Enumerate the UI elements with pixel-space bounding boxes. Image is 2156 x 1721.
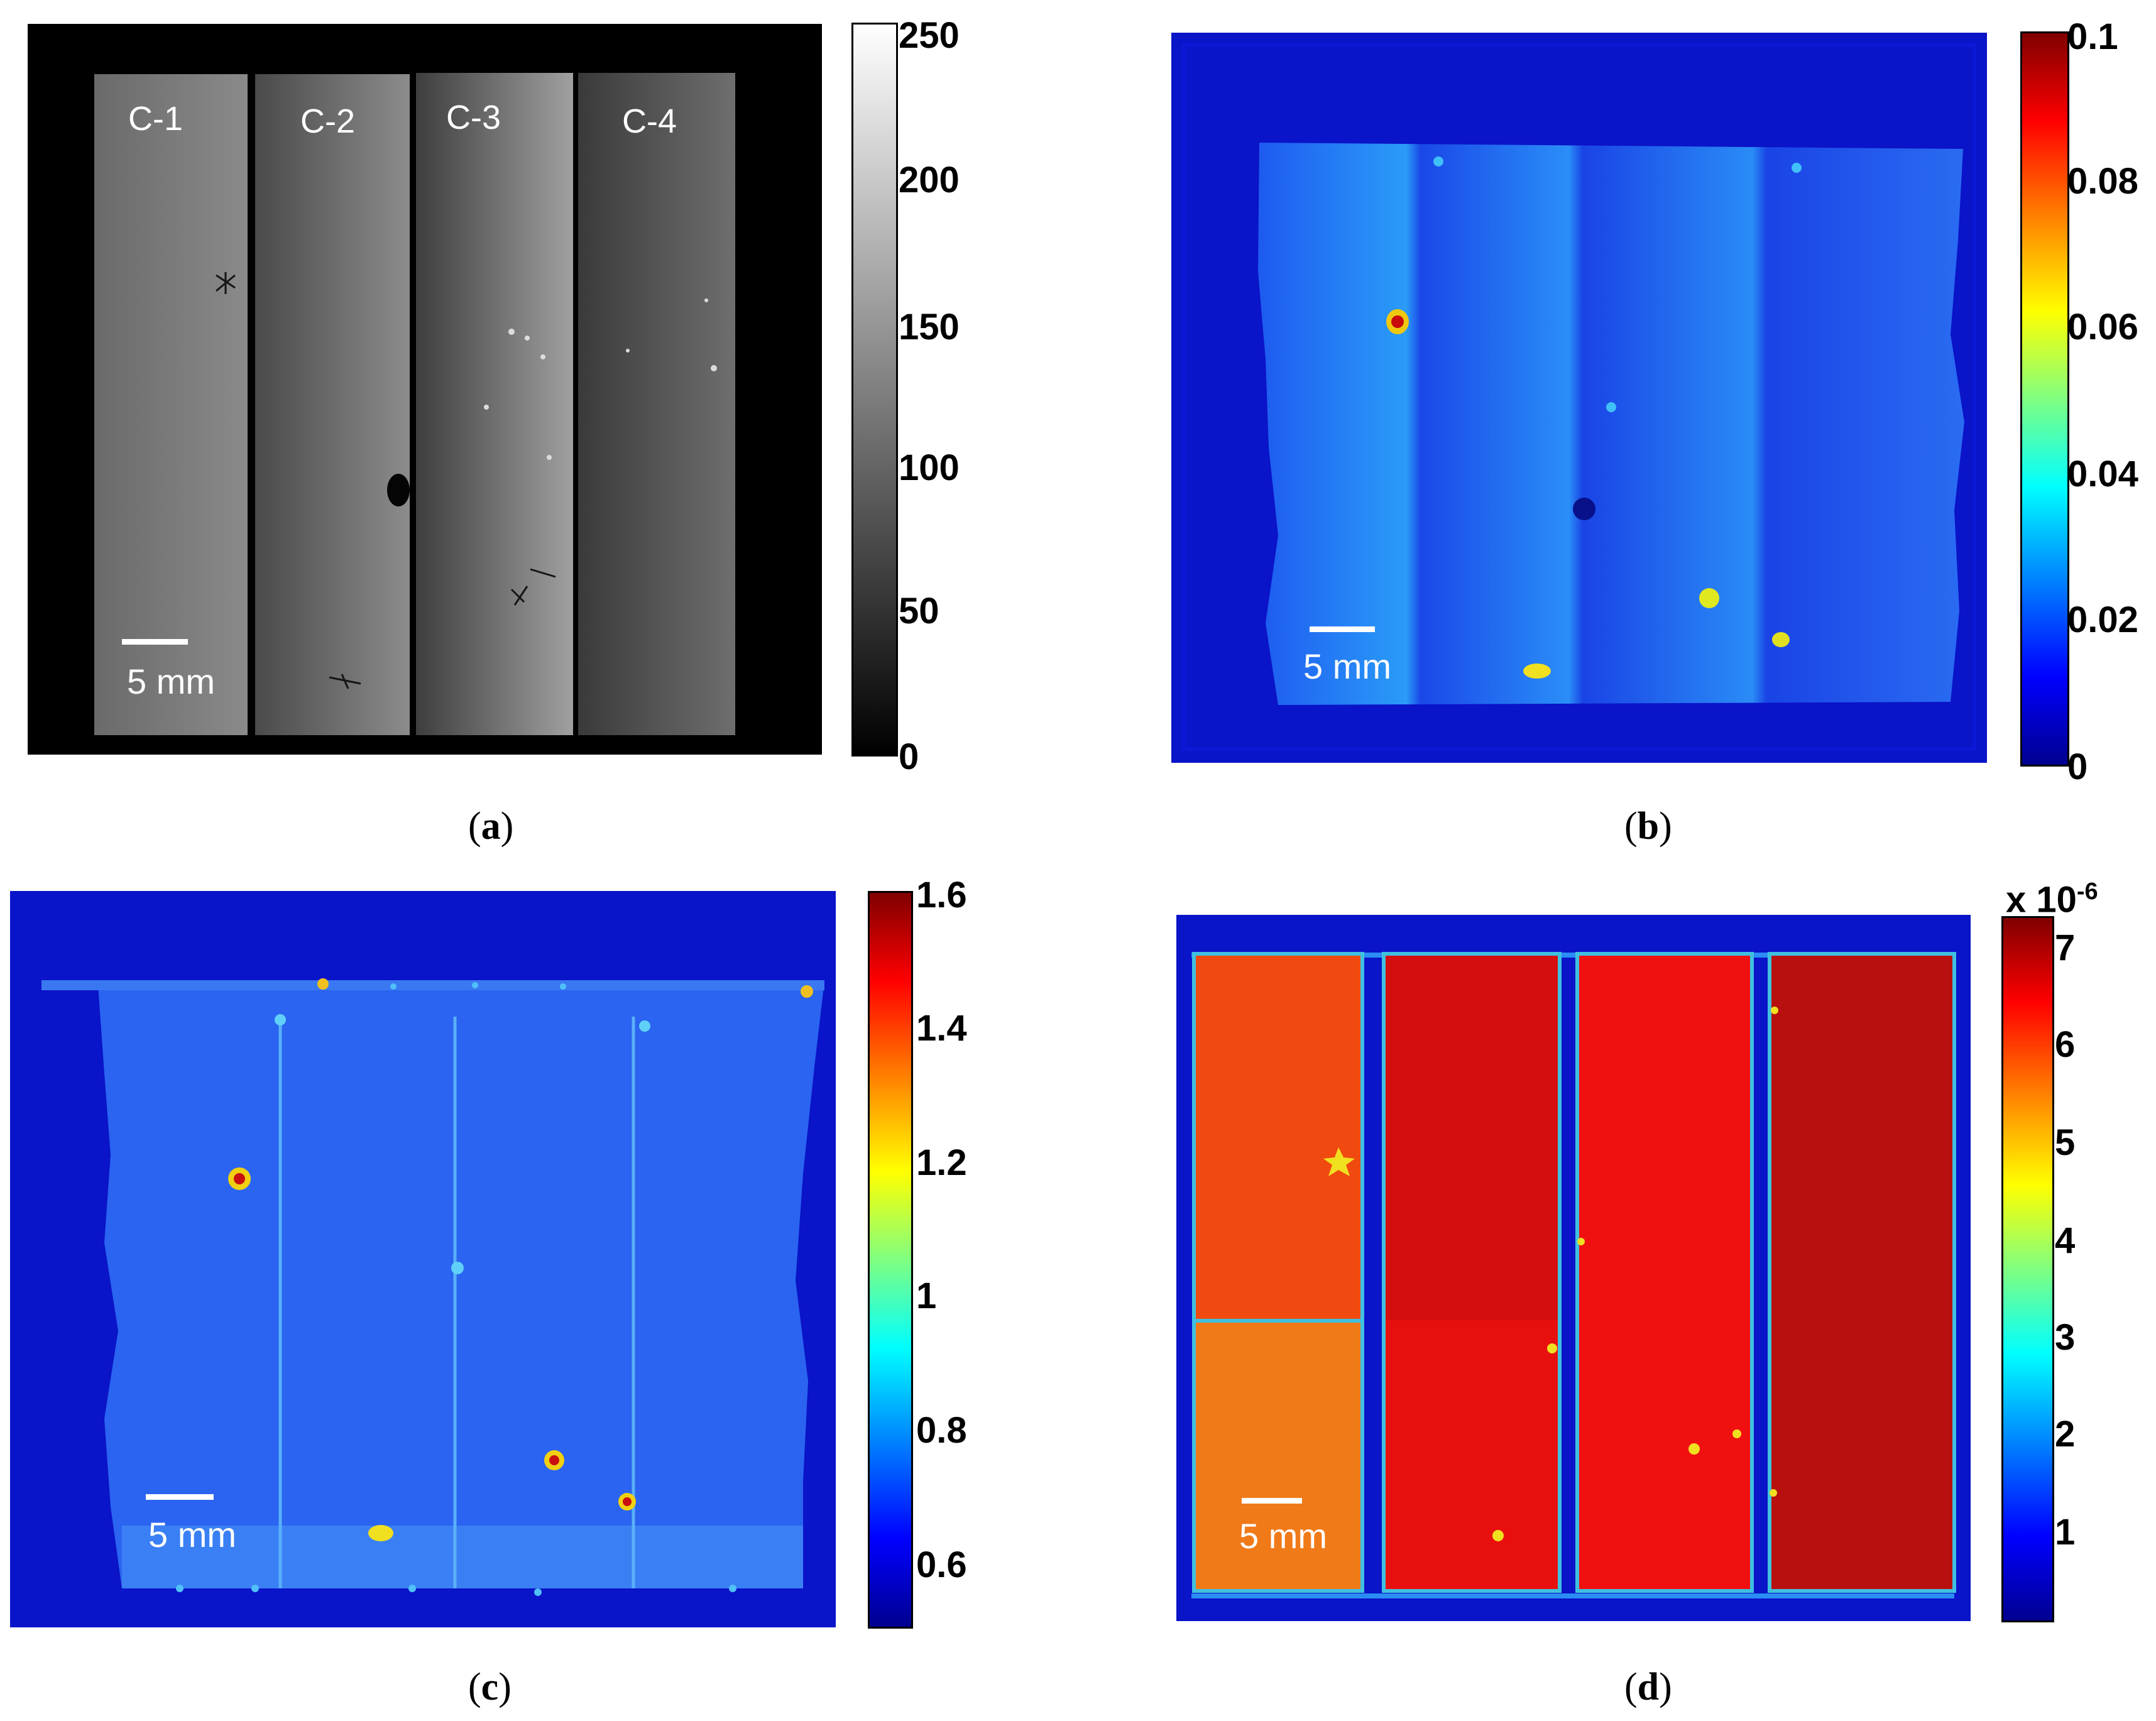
colorbar-c-tick-0.8: 0.8	[916, 1410, 967, 1451]
strip-label-c3: C-3	[446, 99, 501, 136]
scale-bar-label-a: 5 mm	[127, 662, 215, 701]
colorbar-a-tick-100: 100	[899, 447, 960, 488]
colorbar-d-tick-1: 1	[2055, 1512, 2076, 1553]
panel-c-image: 5 mm	[10, 891, 836, 1627]
strip-d3	[1575, 952, 1754, 1593]
colorbar-d-multiplier: x 10-6	[2006, 880, 2098, 918]
defect-cracks	[216, 272, 556, 689]
caption-a: (a)	[468, 805, 514, 848]
panel-d-image: 5 mm	[1176, 915, 1971, 1621]
colorbar-d-tick-6: 6	[2055, 1024, 2076, 1065]
defect-dark-spot	[387, 474, 410, 506]
panel-a-image: C-1 C-2 C-3 C-4 5 mm	[28, 24, 822, 755]
colorbar-a-tick-0: 0	[899, 736, 919, 777]
colorbar-b-tick-0.02: 0.02	[2067, 599, 2138, 640]
strip-label-c2: C-2	[300, 102, 356, 140]
sample-region-b	[1258, 143, 1964, 705]
colorbar-c	[868, 891, 913, 1629]
colorbar-d-tick-2: 2	[2055, 1414, 2076, 1455]
panel-a-strips	[94, 73, 735, 735]
colorbar-c-tick-1.4: 1.4	[916, 1008, 967, 1049]
colorbar-d-tick-7: 7	[2055, 927, 2076, 968]
colorbar-a-tick-200: 200	[899, 160, 960, 200]
bright-inclusions	[484, 298, 717, 460]
strip-c1	[94, 74, 248, 735]
colorbar-d-tick-4: 4	[2055, 1220, 2076, 1261]
colorbar-c-tick-1.2: 1.2	[916, 1142, 967, 1183]
scale-bar-c	[146, 1494, 214, 1500]
caption-c: (c)	[468, 1666, 512, 1708]
colorbar-c-tick-0.6: 0.6	[916, 1544, 967, 1585]
colorbar-d-exponent: -6	[2076, 878, 2098, 905]
colorbar-d	[2001, 916, 2054, 1622]
strip-c2	[255, 74, 410, 735]
colorbar-b-tick-0.04: 0.04	[2067, 454, 2138, 494]
panel-c-map	[41, 978, 824, 1596]
colorbar-d-tick-3: 3	[2055, 1317, 2076, 1358]
colorbar-b-tick-0.08: 0.08	[2067, 161, 2138, 202]
scale-bar-b	[1310, 626, 1375, 632]
colorbar-b-tick-0.1: 0.1	[2067, 16, 2118, 57]
caption-b: (b)	[1624, 805, 1672, 848]
colorbar-a	[851, 23, 898, 757]
scale-bar-a	[122, 639, 188, 645]
panel-b-map	[1182, 43, 1976, 751]
panel-d-map	[1191, 952, 1956, 1598]
colorbar-b	[2020, 31, 2069, 767]
caption-d: (d)	[1624, 1666, 1672, 1708]
scale-bar-d	[1242, 1498, 1302, 1504]
colorbar-a-tick-150: 150	[899, 307, 960, 347]
colorbar-b-tick-0.06: 0.06	[2067, 307, 2138, 347]
strip-c3	[416, 73, 573, 735]
scale-bar-label-d: 5 mm	[1239, 1516, 1327, 1556]
colorbar-d-multiplier-text: x 10	[2006, 879, 2077, 921]
colorbar-d-tick-5: 5	[2055, 1122, 2076, 1163]
colorbar-c-tick-1.6: 1.6	[916, 875, 967, 915]
colorbar-b-tick-0: 0	[2067, 746, 2088, 787]
strip-label-c1: C-1	[128, 100, 183, 138]
defects-d	[1323, 1007, 1778, 1541]
strip-c4	[578, 73, 735, 735]
scale-bar-label-c: 5 mm	[148, 1515, 236, 1554]
strip-d4	[1768, 952, 1956, 1593]
panel-b-image: 5 mm	[1171, 33, 1987, 763]
scale-bar-label-b: 5 mm	[1303, 647, 1391, 686]
colorbar-a-tick-50: 50	[899, 591, 939, 631]
colorbar-a-tick-250: 250	[899, 15, 960, 56]
colorbar-c-tick-1: 1	[916, 1276, 937, 1316]
strip-label-c4: C-4	[622, 102, 677, 140]
strip-boundaries-c	[278, 1017, 635, 1588]
